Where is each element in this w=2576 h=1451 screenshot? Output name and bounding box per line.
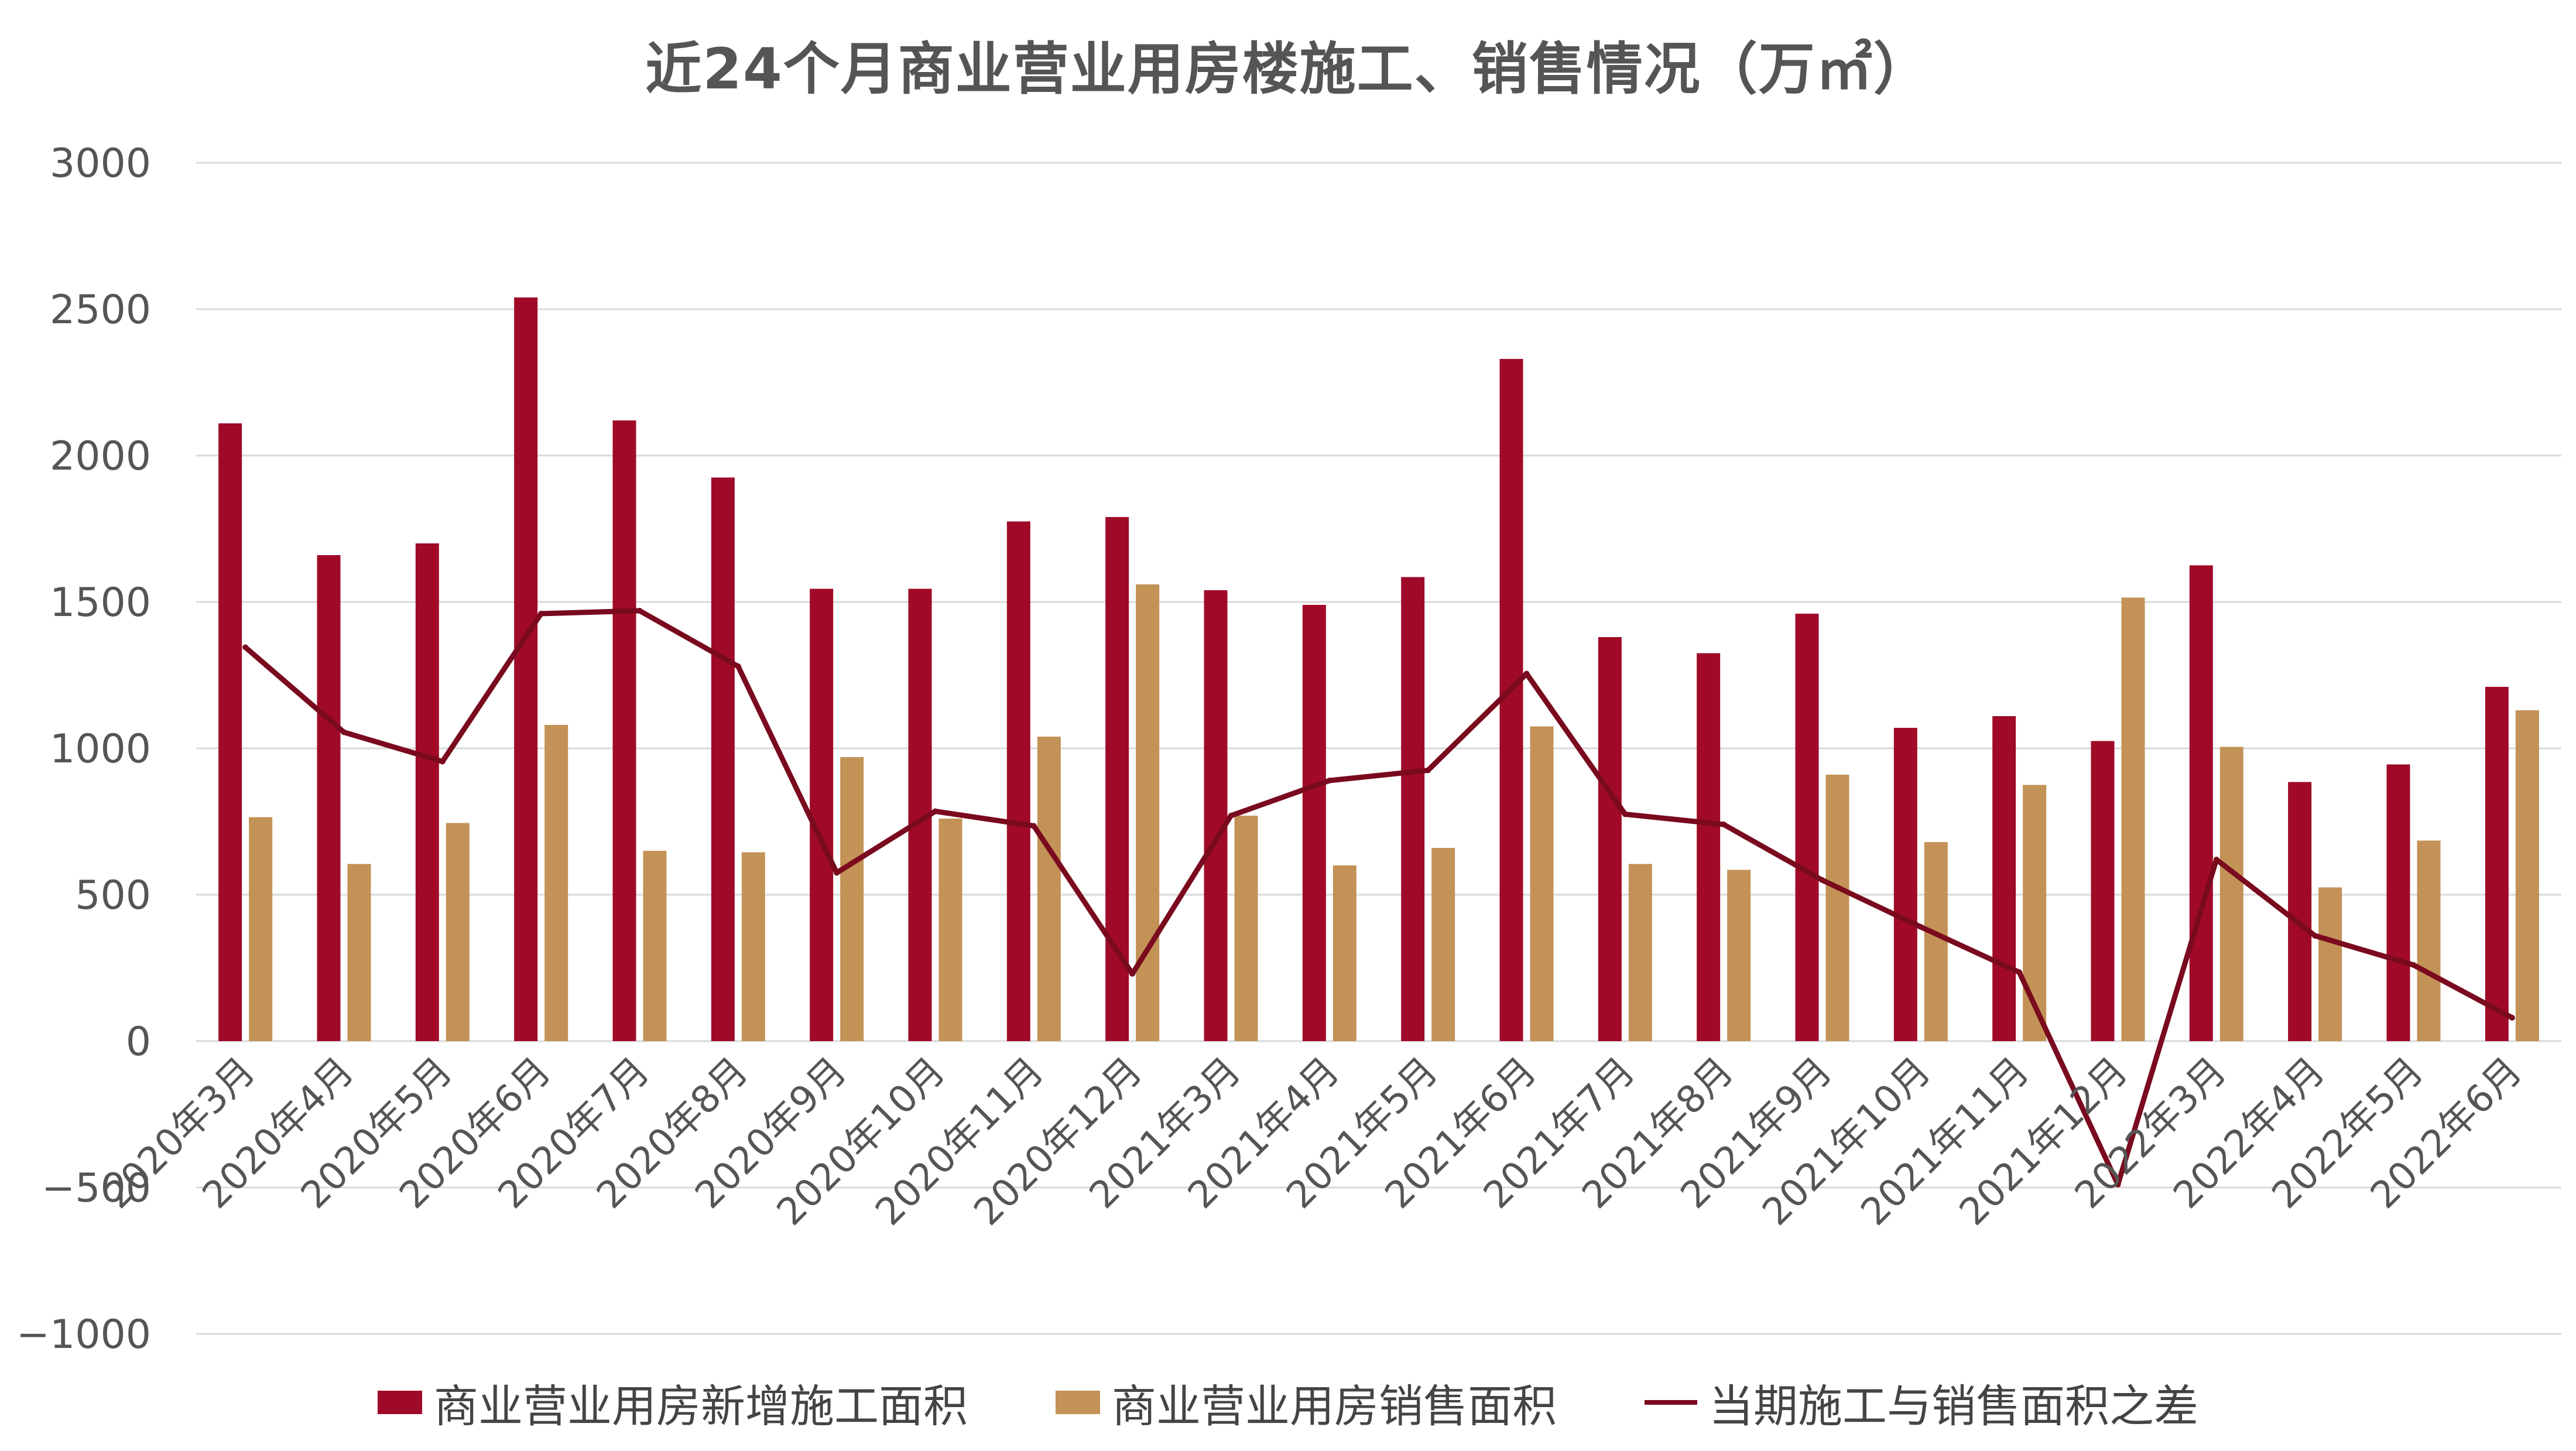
bar-sales [2023,785,2047,1041]
bar-new-construction [415,543,439,1041]
point-difference [2213,857,2219,863]
bar-new-construction [1401,577,1425,1041]
bar-new-construction [1992,716,2016,1041]
point-difference [2312,933,2318,939]
bar-new-construction [2288,782,2312,1041]
y-tick-label: −1000 [16,1312,151,1358]
bar-sales [544,725,568,1041]
bar-sales [1037,737,1061,1041]
bar-new-construction [1006,521,1030,1041]
bar-new-construction [218,423,242,1041]
bar-new-construction [1697,653,1721,1041]
bar-sales [1924,842,1948,1041]
point-difference [1228,813,1234,819]
bar-new-construction [514,297,538,1041]
point-difference [341,729,347,735]
point-difference [834,870,840,876]
point-difference [1326,778,1332,783]
bar-new-construction [2386,764,2410,1041]
bar-sales [1727,870,1751,1041]
bar-new-construction [810,588,834,1041]
point-difference [932,808,938,815]
point-difference [2115,1182,2121,1188]
bar-sales [1431,848,1455,1041]
bar-new-construction [1893,728,1917,1041]
bar-new-construction [1302,605,1326,1041]
legend-swatch-sales [1056,1391,1100,1414]
point-difference [1721,822,1727,827]
bar-new-construction [711,477,735,1041]
y-tick-label: 1500 [50,580,151,626]
y-tick-label: 2500 [50,287,151,333]
legend-swatch-new-construction [378,1391,422,1414]
bar-sales [2417,840,2441,1041]
bar-new-construction [317,555,341,1041]
bar-new-construction [2091,741,2115,1041]
legend-label-new-construction: 商业营业用房新增施工面积 [434,1380,968,1432]
bar-new-construction [1204,590,1228,1041]
point-difference [1819,877,1825,883]
legend: 商业营业用房新增施工面积 商业营业用房销售面积 当期施工与销售面积之差 [0,1370,2576,1435]
bar-sales [1136,584,1160,1041]
point-difference [1425,767,1431,774]
point-difference [1129,971,1136,977]
bar-sales [741,852,765,1041]
point-difference [1622,811,1628,817]
y-tick-label: −500 [42,1165,151,1212]
point-difference [2016,969,2023,976]
y-tick-label: 0 [126,1019,151,1065]
bar-sales [2121,597,2145,1041]
bar-sales [347,864,371,1041]
chart-title: 近24个月商业营业用房楼施工、销售情况（万㎡） [645,36,1931,102]
point-difference [538,611,544,617]
point-difference [1917,924,1924,930]
bar-new-construction [2189,565,2213,1041]
bar-sales [249,817,273,1041]
bar-sales [1628,864,1652,1041]
point-difference [1523,670,1530,677]
point-difference [2509,1015,2515,1021]
legend-item-sales: 商业营业用房销售面积 [1056,1370,1557,1435]
legend-item-new-construction: 商业营业用房新增施工面积 [378,1370,968,1435]
bar-new-construction [612,420,636,1041]
bar-sales [2515,710,2539,1041]
legend-item-difference: 当期施工与销售面积之差 [1645,1370,2198,1435]
bar-sales [1332,865,1356,1041]
bar-sales [1825,775,1849,1041]
line-difference [244,608,2513,1188]
bar-new-construction [1598,637,1622,1041]
y-tick-label: 500 [75,872,151,919]
legend-label-difference: 当期施工与销售面积之差 [1709,1380,2198,1432]
bar-new-construction [1499,359,1523,1041]
point-difference [2410,962,2417,968]
point-difference [242,644,249,651]
point-difference [439,758,446,765]
point-difference [1030,823,1037,829]
bar-sales [938,819,962,1041]
y-tick-label: 3000 [50,141,151,187]
point-difference [735,663,741,669]
bar-new-construction [2485,687,2509,1041]
point-difference [636,608,643,614]
bar-sales [446,823,470,1041]
bar-sales [2318,887,2342,1041]
bar-sales [1530,726,1554,1041]
bar-sales [840,757,864,1041]
bar-sales [643,851,667,1041]
y-tick-label: 2000 [50,433,151,480]
bar-new-construction [1795,614,1819,1041]
bar-sales [2219,747,2243,1041]
legend-label-sales: 商业营业用房销售面积 [1112,1380,1557,1432]
legend-swatch-difference [1645,1400,1697,1405]
y-tick-label: 1000 [50,726,151,772]
bar-sales [1234,816,1258,1041]
